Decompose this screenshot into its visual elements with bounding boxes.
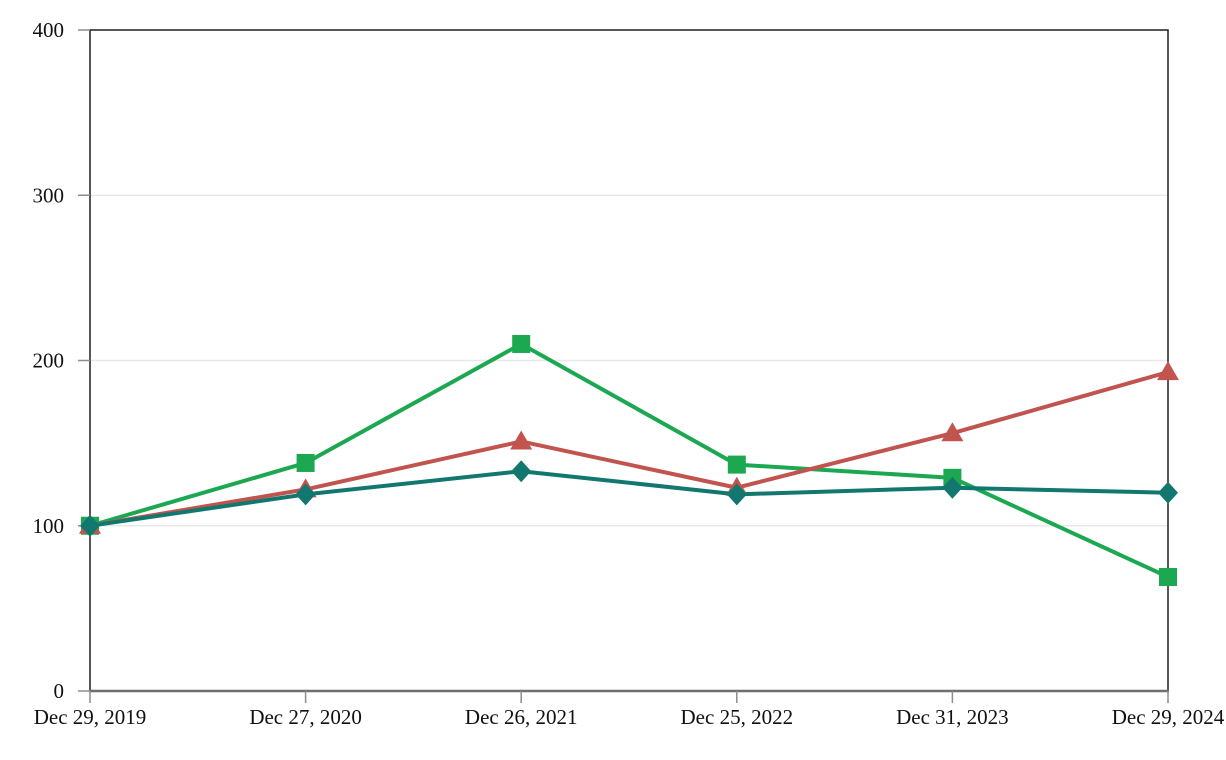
marker-teal-diamond-3 — [726, 483, 747, 506]
marker-green-square-1 — [296, 453, 315, 472]
series-line-teal-diamond — [88, 469, 1170, 528]
x-axis-label-1: Dec 27, 2020 — [249, 705, 362, 729]
y-axis-label-300: 300 — [33, 183, 65, 207]
marker-red-triangle-5 — [1157, 361, 1179, 381]
x-axis-label-4: Dec 31, 2023 — [896, 705, 1009, 729]
series-line-green-square — [88, 341, 1170, 579]
y-axis-label-400: 400 — [33, 18, 65, 42]
marker-red-triangle-2 — [510, 430, 533, 450]
marker-teal-diamond-4 — [942, 476, 963, 499]
marker-green-square-5 — [1159, 567, 1177, 586]
x-axis-label-2: Dec 26, 2021 — [465, 705, 578, 729]
marker-teal-diamond-1 — [295, 483, 316, 506]
marker-green-square-2 — [512, 334, 531, 353]
marker-teal-diamond-2 — [511, 460, 532, 483]
marker-teal-diamond-0 — [80, 514, 100, 537]
y-axis-label-0: 0 — [54, 679, 65, 703]
x-axis-label-3: Dec 25, 2022 — [681, 705, 794, 729]
x-axis-label-5: Dec 29, 2024 — [1112, 705, 1225, 729]
y-axis-label-100: 100 — [33, 514, 65, 538]
marker-red-triangle-4 — [941, 422, 964, 442]
y-axis-label-200: 200 — [33, 349, 65, 373]
marker-green-square-3 — [727, 455, 746, 474]
series-line-red-triangle — [88, 370, 1170, 528]
x-axis-label-0: Dec 29, 2019 — [34, 705, 147, 729]
marker-teal-diamond-5 — [1158, 481, 1178, 504]
